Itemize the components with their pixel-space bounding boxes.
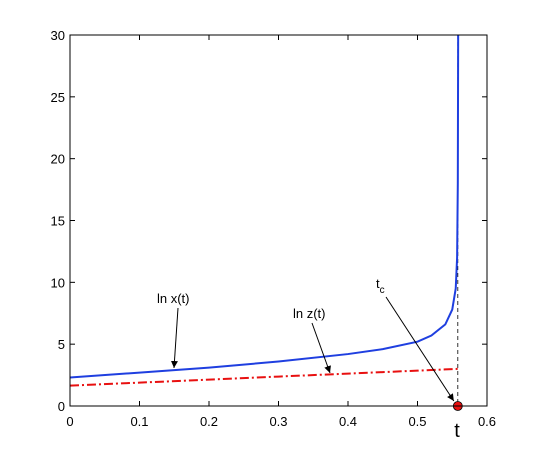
annotation-base: t xyxy=(376,276,380,291)
annotation-arrow xyxy=(311,322,331,374)
annotation-arrow xyxy=(385,296,455,402)
x-tick-label: 0.1 xyxy=(130,414,148,429)
annotation: ln x(t) xyxy=(157,291,190,306)
x-tick-label: 0 xyxy=(66,414,73,429)
x-tick-label: 0.2 xyxy=(200,414,218,429)
series-line xyxy=(69,34,460,379)
annotation: tc xyxy=(376,276,385,296)
y-tick-label: 25 xyxy=(51,90,65,105)
y-tick-label: 20 xyxy=(51,152,65,167)
x-tick-label: 0.5 xyxy=(408,414,426,429)
x-tick-label: 0.4 xyxy=(339,414,357,429)
y-tick-label: 5 xyxy=(58,337,65,352)
annotation-sub: c xyxy=(380,285,385,296)
x-tick-label: 0.3 xyxy=(269,414,287,429)
x-axis-label: t xyxy=(454,420,460,442)
y-tick-label: 0 xyxy=(58,399,65,414)
y-tick-label: 30 xyxy=(51,28,65,43)
annotation: ln z(t) xyxy=(293,306,326,321)
y-tick-label: 15 xyxy=(51,214,65,229)
annotation-arrow xyxy=(170,307,179,369)
plot-frame xyxy=(69,34,488,407)
series-line xyxy=(69,367,458,387)
y-tick-label: 10 xyxy=(51,275,65,290)
x-tick-label: 0.6 xyxy=(478,414,496,429)
